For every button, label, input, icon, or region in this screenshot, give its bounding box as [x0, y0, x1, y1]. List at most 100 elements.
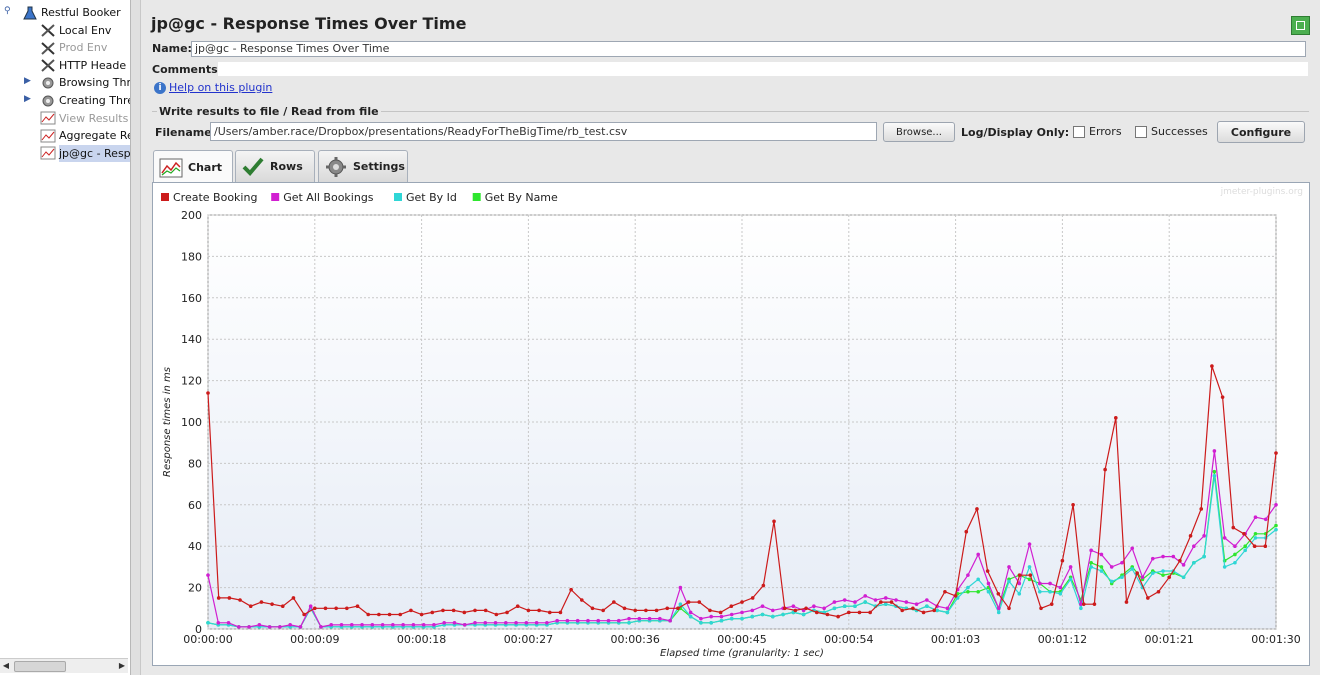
data-point — [360, 623, 364, 627]
data-point — [323, 606, 328, 611]
data-point — [270, 602, 274, 606]
configure-button[interactable]: Configure — [1217, 121, 1305, 143]
data-point — [1027, 565, 1032, 569]
scroll-left-arrow-icon[interactable]: ◀ — [2, 661, 10, 670]
data-point — [545, 620, 549, 625]
data-point — [1243, 544, 1247, 548]
data-point — [1120, 560, 1124, 565]
data-point — [627, 616, 631, 621]
graph-icon — [40, 129, 56, 143]
data-point — [1140, 575, 1145, 580]
tree-horizontal-scrollbar[interactable]: ◀ ▶ — [0, 658, 128, 673]
tree-item[interactable]: Aggregate Re — [40, 127, 130, 144]
tree-item-label: Local Env — [59, 23, 112, 37]
data-point — [633, 608, 637, 613]
data-point — [976, 577, 980, 582]
errors-label: Errors — [1089, 125, 1122, 138]
data-point — [697, 600, 702, 604]
page-title: jp@gc - Response Times Over Time — [151, 14, 467, 33]
tree-item[interactable]: Prod Env — [40, 39, 107, 56]
flask-icon — [22, 6, 38, 20]
name-label: Name: — [152, 42, 192, 55]
data-point — [678, 602, 683, 606]
data-point — [1212, 474, 1217, 478]
help-link-row[interactable]: i Help on this plugin — [154, 81, 272, 94]
data-point — [291, 596, 296, 600]
data-point — [1252, 544, 1257, 548]
data-point — [1048, 581, 1052, 586]
tree-item[interactable]: HTTP Heade — [40, 57, 126, 74]
tree-item-label: View Results — [59, 111, 129, 125]
data-point — [976, 552, 980, 557]
tree-item[interactable]: jp@gc - Resp — [40, 144, 130, 162]
comments-input[interactable] — [218, 62, 1308, 76]
errors-checkbox[interactable]: Errors — [1073, 125, 1122, 138]
browse-button[interactable]: Browse... — [883, 122, 955, 142]
tree-item-label: HTTP Heade — [59, 58, 127, 72]
data-point — [1058, 592, 1063, 596]
scroll-right-arrow-icon[interactable]: ▶ — [118, 661, 126, 670]
tree-item[interactable]: Local Env — [40, 22, 111, 39]
data-point — [462, 623, 467, 627]
tree-expand-icon[interactable]: ▶ — [24, 94, 31, 104]
tree-item[interactable]: Restful Booker — [22, 4, 121, 21]
data-point — [782, 606, 787, 611]
legend-entry: Get All Bookings — [283, 191, 374, 204]
data-point — [1027, 577, 1032, 582]
data-point — [473, 620, 477, 625]
successes-checkbox[interactable]: Successes — [1135, 125, 1208, 138]
errors-checkbox-box[interactable] — [1073, 125, 1085, 138]
data-point — [1253, 515, 1258, 520]
data-point — [921, 610, 926, 615]
legend-swatch — [472, 193, 481, 201]
y-tick-label: 40 — [188, 540, 202, 553]
tab-chart[interactable]: Chart — [153, 150, 233, 184]
data-point — [547, 610, 552, 615]
data-point — [966, 573, 970, 577]
data-point — [452, 620, 457, 625]
data-point — [729, 616, 734, 621]
data-point — [1202, 534, 1206, 538]
data-point — [857, 610, 862, 615]
data-point — [1130, 546, 1135, 551]
data-point — [708, 608, 712, 613]
data-point — [943, 589, 947, 594]
wrench-icon — [40, 23, 56, 37]
tree-item[interactable]: View Results — [40, 110, 128, 127]
data-point — [986, 589, 991, 594]
tree-item[interactable]: Browsing Thr — [40, 74, 130, 91]
data-point — [1161, 554, 1165, 559]
data-point — [334, 606, 338, 611]
help-link[interactable]: Help on this plugin — [169, 81, 273, 94]
data-point — [1146, 596, 1150, 600]
data-point — [421, 623, 426, 627]
data-point — [1058, 585, 1063, 590]
y-tick-label: 120 — [181, 375, 202, 388]
maximize-icon[interactable] — [1291, 16, 1310, 35]
tab-settings[interactable]: Settings — [318, 150, 408, 182]
name-input[interactable]: jp@gc - Response Times Over Time — [191, 41, 1306, 57]
data-point — [945, 610, 950, 615]
data-point — [419, 612, 424, 617]
splitter[interactable] — [131, 0, 141, 675]
tree-expand-icon[interactable]: ▶ — [24, 76, 31, 87]
comments-label: Comments: — [152, 63, 223, 76]
tree-item[interactable]: Creating Thre — [40, 92, 130, 109]
data-point — [863, 594, 868, 598]
data-point — [1274, 523, 1278, 528]
y-tick-label: 100 — [181, 416, 202, 429]
wrench-icon — [40, 58, 56, 73]
data-point — [586, 618, 590, 623]
data-point — [462, 610, 467, 615]
data-point — [483, 608, 488, 613]
data-point — [473, 608, 477, 613]
data-point — [216, 596, 221, 600]
tree-collapse-icon[interactable]: ⚲ — [4, 6, 11, 16]
data-point — [1124, 600, 1129, 604]
data-point — [729, 604, 734, 609]
successes-checkbox-box[interactable] — [1135, 125, 1147, 138]
data-point — [1212, 449, 1217, 453]
scroll-thumb[interactable] — [14, 661, 66, 672]
tab-rows[interactable]: Rows — [235, 150, 315, 182]
filename-input[interactable]: /Users/amber.race/Dropbox/presentations/… — [210, 122, 877, 141]
